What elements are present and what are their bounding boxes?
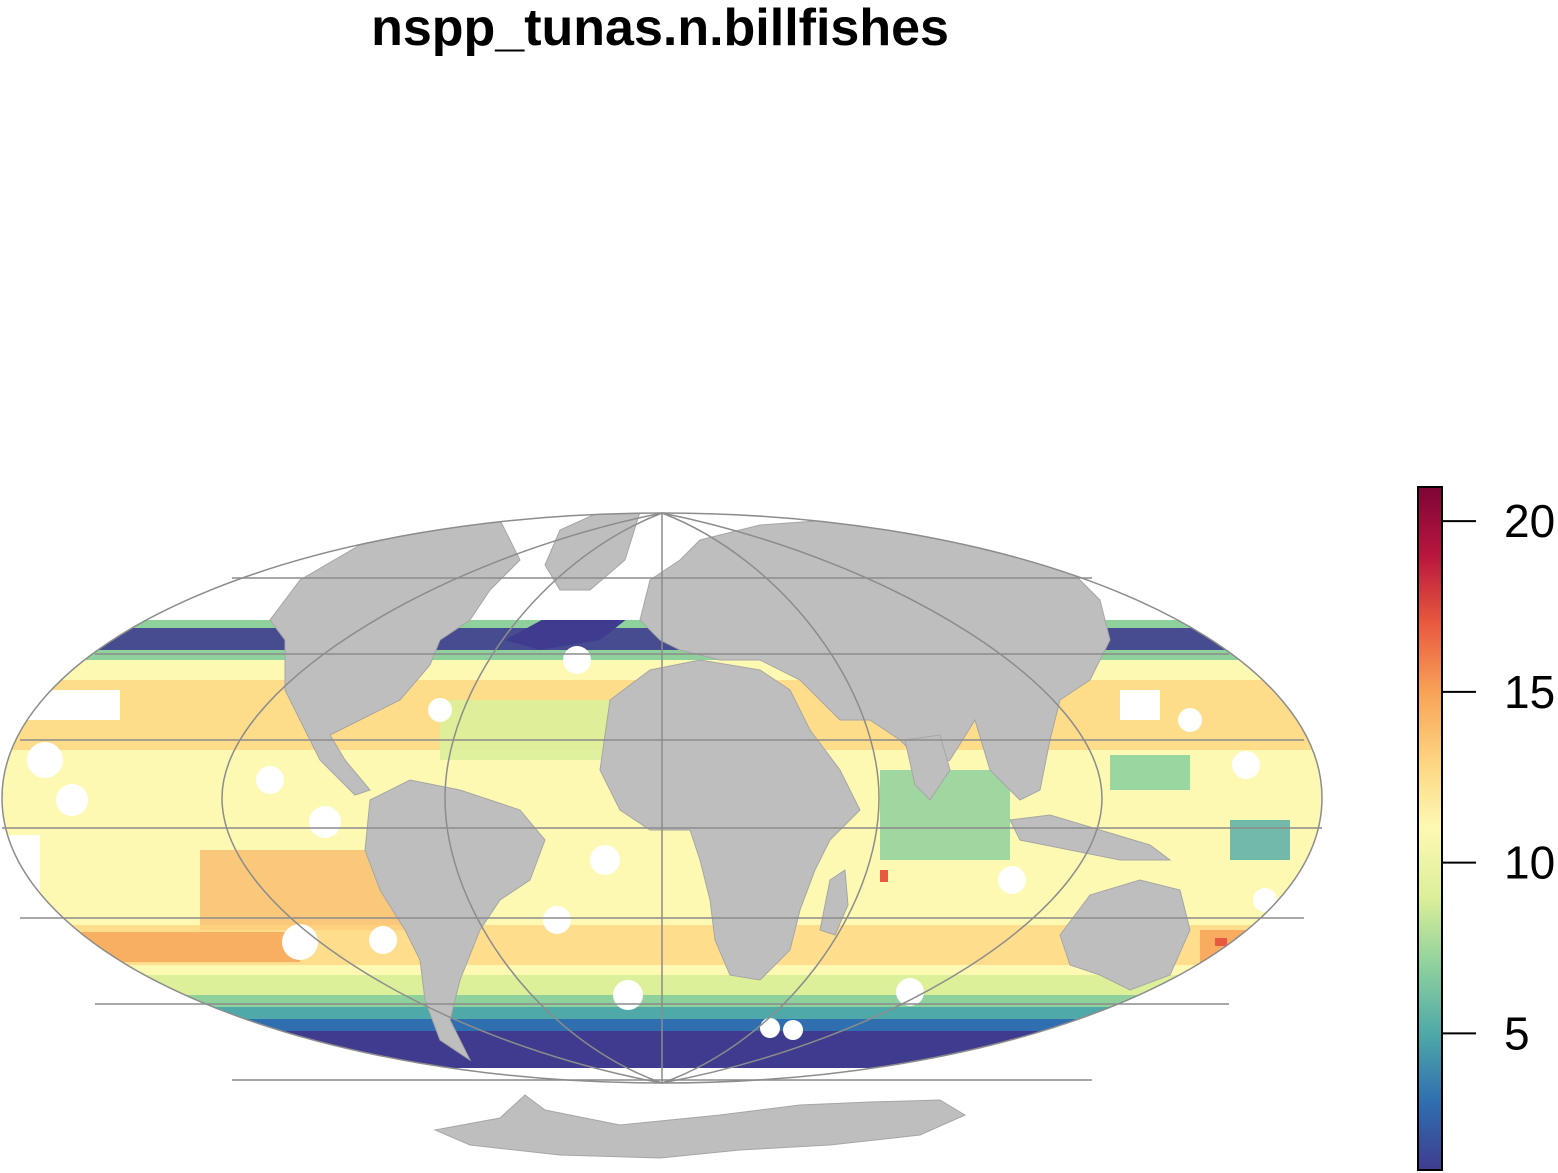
legend-tick-label: 10 [1504, 837, 1555, 889]
indonesia-land [1009, 814, 1172, 861]
map-title: nspp_tunas.n.billfishes [371, 0, 949, 57]
south-america-land [364, 779, 546, 1062]
meridian-west-2 [221, 512, 663, 1084]
australia-land [1059, 879, 1191, 991]
legend-tick-label: 5 [1504, 1007, 1530, 1059]
india-land [904, 734, 951, 801]
legend-tick-label: 15 [1504, 666, 1555, 718]
meridian-east-2 [661, 512, 1103, 1084]
antarctica-land [433, 1094, 967, 1159]
legend-tick-label: 20 [1504, 495, 1555, 547]
legend-color-bar [1417, 486, 1443, 1171]
meridian-west-1 [444, 512, 663, 1084]
graticule [1, 512, 1323, 1084]
eurasia-land [639, 519, 1111, 801]
meridian-east-1 [661, 512, 880, 1084]
world-map [1, 512, 1323, 1159]
legend-ticks: 5 10 15 20 [1442, 495, 1555, 1059]
